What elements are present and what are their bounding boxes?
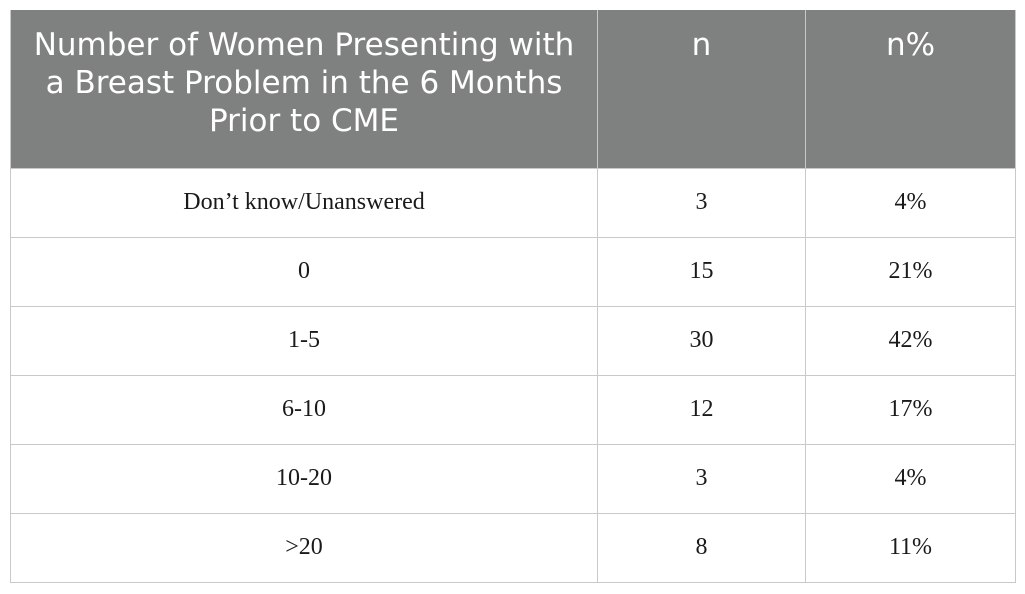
cell-n: 3 [597, 443, 806, 514]
cell-category: 6-10 [10, 374, 598, 445]
table-row: 10-20 3 4% [10, 443, 1016, 514]
column-header-category: Number of Women Presenting with a Breast… [10, 10, 598, 169]
cell-percent: 4% [805, 443, 1016, 514]
table-row: 1-5 30 42% [10, 305, 1016, 376]
column-header-n: n [597, 10, 806, 169]
cell-percent: 21% [805, 236, 1016, 307]
cell-n: 15 [597, 236, 806, 307]
cell-percent: 42% [805, 305, 1016, 376]
cell-percent: 4% [805, 167, 1016, 238]
cell-category: 10-20 [10, 443, 598, 514]
column-header-percent: n% [805, 10, 1016, 169]
header-row: Number of Women Presenting with a Breast… [10, 10, 1016, 169]
cell-category: Don’t know/Unanswered [10, 167, 598, 238]
cell-category: >20 [10, 512, 598, 583]
table-row: 6-10 12 17% [10, 374, 1016, 445]
cell-n: 8 [597, 512, 806, 583]
data-table: Number of Women Presenting with a Breast… [10, 10, 1016, 583]
cell-n: 30 [597, 305, 806, 376]
cell-category: 1-5 [10, 305, 598, 376]
table-row: >20 8 11% [10, 512, 1016, 583]
cell-n: 3 [597, 167, 806, 238]
table-row: 0 15 21% [10, 236, 1016, 307]
table-row: Don’t know/Unanswered 3 4% [10, 167, 1016, 238]
cell-percent: 17% [805, 374, 1016, 445]
cell-percent: 11% [805, 512, 1016, 583]
cell-category: 0 [10, 236, 598, 307]
cell-n: 12 [597, 374, 806, 445]
